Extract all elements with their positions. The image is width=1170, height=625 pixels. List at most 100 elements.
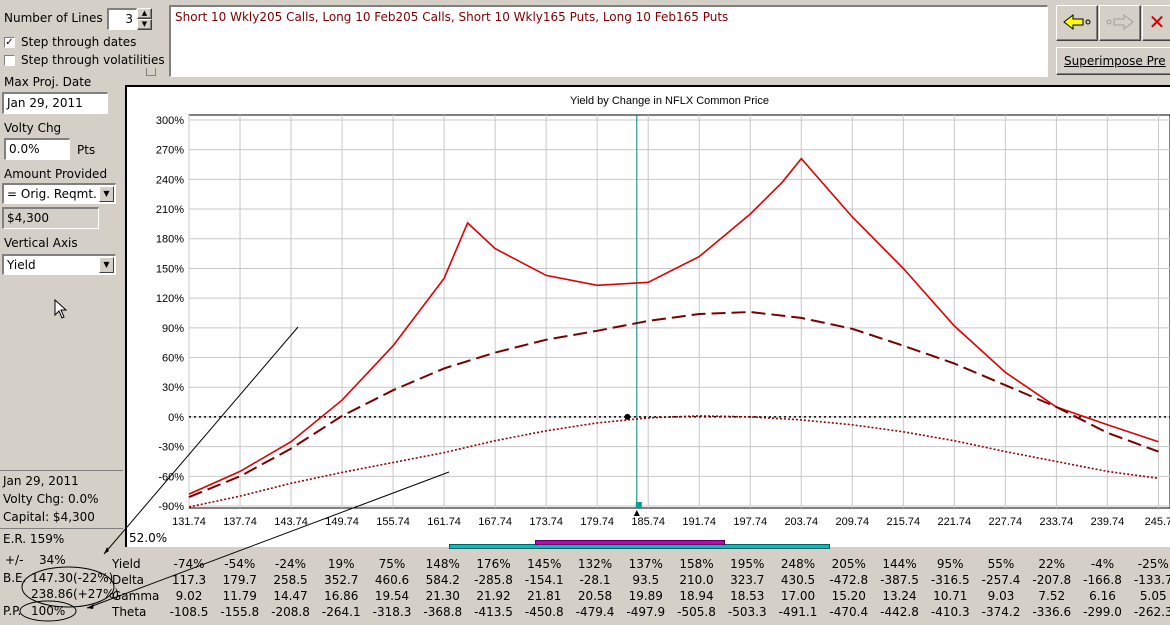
position-description[interactable]: Short 10 Wkly205 Calls, Long 10 Feb205 C… <box>169 5 1048 77</box>
y-tick-label: 180% <box>156 234 184 246</box>
stats-cell: 195% <box>730 557 765 571</box>
stats-cell: 95% <box>936 557 964 571</box>
stats-cell: -505.8 <box>677 605 716 619</box>
x-tick-label: 149.74 <box>325 516 359 528</box>
stats-cell: 132% <box>577 557 613 571</box>
stats-cell: 21.30 <box>425 589 460 603</box>
stats-cell: 145% <box>527 557 562 571</box>
vertical-axis-select[interactable]: Yield ▼ <box>2 254 116 275</box>
stats-cell: 460.6 <box>374 573 410 587</box>
stats-cell: -207.8 <box>1032 573 1072 587</box>
stats-cell: -208.8 <box>271 605 310 619</box>
step-vols-checkbox[interactable] <box>4 55 15 66</box>
y-tick-label: -30% <box>158 442 184 454</box>
expected-return: E.R. 159% <box>3 532 65 546</box>
x-tick-label: 203.74 <box>784 516 818 528</box>
max-proj-date-label: Max Proj. Date <box>4 75 92 89</box>
info-divider <box>0 470 123 471</box>
stats-cell: 14.47 <box>273 589 308 603</box>
back-button[interactable] <box>1056 5 1098 41</box>
stats-cell: 13.24 <box>882 589 917 603</box>
vertical-axis-label: Vertical Axis <box>4 236 78 250</box>
profit-prob-value: 100% <box>31 604 66 618</box>
chart-area[interactable]: Yield by Change in NFLX Common Price 300%… <box>125 85 1170 547</box>
y-tick-label: -60% <box>158 471 184 483</box>
stats-cell: -336.6 <box>1032 605 1072 619</box>
spin-up-button[interactable]: ▲ <box>137 8 152 19</box>
break-even-value-1: 147.30(-22%) <box>31 571 114 585</box>
break-even-label: B.E. <box>3 571 27 585</box>
stats-cell: -74% <box>173 557 205 571</box>
chevron-down-icon[interactable]: ▼ <box>99 186 114 202</box>
volty-chg-input[interactable]: 0.0% <box>4 138 70 160</box>
resize-grip-icon[interactable] <box>146 68 156 76</box>
stats-cell: 7.52 <box>1038 589 1066 603</box>
x-tick-label: 173.74 <box>529 516 563 528</box>
stats-cell: 248% <box>780 557 816 571</box>
stats-cell: 22% <box>1038 557 1066 571</box>
step-dates-checkbox[interactable]: ✓ <box>4 37 15 48</box>
series-line-1 <box>188 157 1159 495</box>
num-lines-input[interactable]: 3 <box>107 8 137 30</box>
stats-cell: 18.53 <box>730 589 765 603</box>
stats-cell: 176% <box>476 557 511 571</box>
stats-cell: -28.1 <box>579 573 611 587</box>
stats-cell: -387.5 <box>880 573 919 587</box>
y-tick-label: 90% <box>162 323 184 335</box>
current-price-marker <box>635 502 642 508</box>
stats-row-label: Theta <box>112 605 147 619</box>
close-icon: ✕ <box>1148 10 1166 34</box>
stats-cell: -491.1 <box>778 605 818 619</box>
vertical-axis-value: Yield <box>7 258 36 272</box>
info-capital: Capital: $4,300 <box>3 510 95 524</box>
stats-cell: -285.8 <box>474 573 513 587</box>
volty-chg-unit: Pts <box>77 143 96 157</box>
spin-down-button[interactable]: ▼ <box>137 19 152 30</box>
stats-cell: -54% <box>224 557 256 571</box>
x-tick-label: 167.74 <box>478 516 512 528</box>
max-proj-date-input[interactable]: Jan 29, 2011 <box>2 92 108 114</box>
x-tick-label: 185.74 <box>631 516 665 528</box>
y-tick-label: 30% <box>162 382 184 394</box>
stats-cell: 9.02 <box>175 589 203 603</box>
stats-cell: -410.3 <box>930 605 970 619</box>
stats-cell: -166.8 <box>1083 573 1122 587</box>
y-tick-label: -90% <box>158 501 184 513</box>
num-lines-label: Number of Lines <box>4 11 103 25</box>
amount-provided-select[interactable]: = Orig. Reqmt. ▼ <box>2 183 116 204</box>
stats-cell: 205% <box>831 557 866 571</box>
x-tick-label: 143.74 <box>274 516 308 528</box>
stats-cell: 19.54 <box>374 589 410 603</box>
stats-cell: 19.89 <box>628 589 663 603</box>
arrow-right-icon <box>1106 13 1134 31</box>
corner-percent: 52.0% <box>129 531 168 545</box>
stats-cell: -262.3 <box>1133 605 1170 619</box>
stats-cell: 19% <box>327 557 355 571</box>
x-tick-label: 215.74 <box>886 516 920 528</box>
stats-cell: -24% <box>274 557 306 571</box>
superimpose-button[interactable]: Superimpose Pre <box>1056 47 1170 75</box>
stats-cell: 20.58 <box>577 589 613 603</box>
stats-cell: -450.8 <box>524 605 564 619</box>
stats-cell: -257.4 <box>981 573 1021 587</box>
y-tick-label: 60% <box>162 353 184 365</box>
forward-button[interactable] <box>1099 5 1141 41</box>
chart-title: Yield by Change in NFLX Common Price <box>570 95 769 107</box>
stats-cell: 430.5 <box>780 573 816 587</box>
plot-border <box>188 114 1170 509</box>
stats-cell: 21.92 <box>476 589 511 603</box>
x-tick-label: 221.74 <box>938 516 972 528</box>
stats-cell: 258.5 <box>273 573 308 587</box>
stats-cell: -318.3 <box>372 605 412 619</box>
stats-cell: 21.81 <box>527 589 562 603</box>
close-button[interactable]: ✕ <box>1142 5 1170 41</box>
stats-cell: -374.2 <box>981 605 1021 619</box>
x-tick-label: 233.74 <box>1040 516 1074 528</box>
plus-minus-label: +/- <box>5 553 24 567</box>
stats-cell: -503.3 <box>727 605 767 619</box>
profit-prob-label: P.P. <box>3 604 22 618</box>
chevron-down-icon[interactable]: ▼ <box>99 257 114 273</box>
stats-cell: 55% <box>987 557 1015 571</box>
step-dates-label: Step through dates <box>21 35 137 49</box>
stats-cell: -442.8 <box>880 605 919 619</box>
